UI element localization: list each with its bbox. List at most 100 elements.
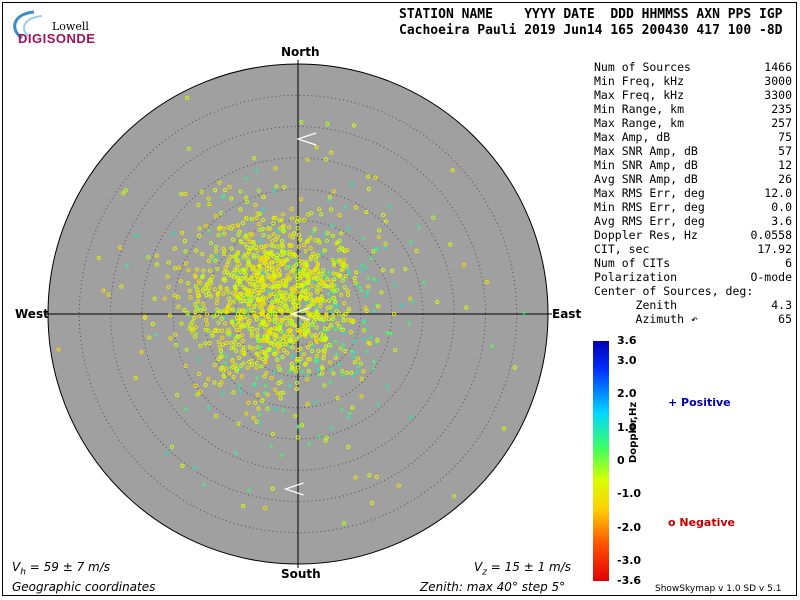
negative-point bbox=[281, 261, 286, 266]
param-value: 257 bbox=[771, 116, 792, 130]
negative-point bbox=[252, 288, 257, 294]
negative-point bbox=[277, 280, 283, 285]
negative-point bbox=[332, 299, 338, 304]
negative-point bbox=[150, 321, 155, 327]
negative-point bbox=[219, 354, 224, 359]
negative-point bbox=[257, 227, 262, 232]
negative-point bbox=[186, 281, 191, 286]
negative-point bbox=[254, 360, 259, 366]
negative-point bbox=[331, 271, 336, 276]
negative-point bbox=[259, 275, 265, 280]
negative-point bbox=[295, 226, 300, 231]
negative-point bbox=[166, 284, 171, 290]
negative-point bbox=[194, 248, 199, 253]
negative-point bbox=[263, 259, 268, 265]
negative-point bbox=[289, 320, 294, 325]
negative-point bbox=[364, 308, 369, 314]
negative-point bbox=[299, 120, 304, 125]
negative-point bbox=[244, 253, 249, 258]
version-text: ShowSkymap v 1.0 SD v 5.1 bbox=[655, 584, 782, 594]
negative-point bbox=[320, 364, 325, 370]
negative-point bbox=[461, 262, 467, 268]
negative-point bbox=[338, 346, 343, 351]
negative-point bbox=[303, 329, 308, 334]
negative-point bbox=[248, 298, 253, 304]
positive-point bbox=[263, 383, 268, 388]
positive-point bbox=[313, 400, 318, 405]
negative-point bbox=[391, 311, 397, 317]
negative-point bbox=[354, 270, 359, 275]
positive-point bbox=[333, 283, 338, 288]
colorbar-tick-label: -1.0 bbox=[617, 487, 642, 501]
negative-point bbox=[261, 301, 266, 306]
negative-point bbox=[215, 307, 220, 312]
negative-point bbox=[269, 285, 275, 290]
param-label: Doppler Res, Hz bbox=[594, 228, 698, 242]
negative-point bbox=[311, 319, 317, 324]
negative-point bbox=[238, 239, 244, 245]
negative-point bbox=[327, 195, 332, 200]
negative-point bbox=[319, 212, 324, 217]
negative-point bbox=[225, 309, 230, 314]
negative-point bbox=[162, 296, 167, 301]
negative-point bbox=[239, 333, 244, 338]
positive-point bbox=[244, 176, 249, 181]
positive-point bbox=[238, 388, 243, 393]
negative-point bbox=[183, 261, 189, 266]
negative-point bbox=[236, 261, 242, 267]
positive-point bbox=[246, 312, 251, 317]
negative-point bbox=[205, 281, 210, 286]
negative-point bbox=[240, 338, 245, 343]
positive-point bbox=[359, 288, 364, 293]
positive-point bbox=[399, 303, 404, 308]
negative-point bbox=[361, 369, 366, 374]
positive-point bbox=[361, 320, 366, 325]
negative-point bbox=[243, 242, 248, 247]
positive-point bbox=[346, 271, 351, 276]
negative-point bbox=[168, 336, 173, 341]
param-value: 3300 bbox=[764, 88, 792, 102]
negative-point bbox=[216, 290, 221, 296]
negative-point bbox=[309, 211, 314, 216]
header-columns: STATION NAME YYYY DATE DDD HHMMSS AXN PP… bbox=[399, 7, 783, 22]
negative-point bbox=[185, 310, 190, 315]
negative-point bbox=[353, 475, 358, 480]
negative-point bbox=[227, 330, 232, 335]
negative-point bbox=[312, 314, 317, 320]
negative-point bbox=[254, 215, 259, 221]
negative-point bbox=[244, 411, 249, 416]
positive-point bbox=[364, 293, 369, 298]
negative-point bbox=[450, 168, 455, 173]
positive-point bbox=[311, 230, 316, 235]
negative-point bbox=[234, 258, 239, 263]
negative-point bbox=[501, 426, 507, 431]
positive-point bbox=[219, 310, 224, 315]
negative-point bbox=[303, 288, 308, 293]
negative-point bbox=[252, 283, 257, 288]
positive-point bbox=[206, 405, 211, 410]
positive-point bbox=[220, 391, 225, 396]
negative-point bbox=[306, 369, 311, 374]
negative-point bbox=[310, 271, 315, 276]
negative-point bbox=[301, 352, 306, 357]
negative-point bbox=[383, 241, 388, 246]
param-row: Azimuth ↶ 65 bbox=[594, 312, 792, 326]
negative-point bbox=[226, 258, 231, 264]
positive-point bbox=[252, 383, 257, 388]
negative-point bbox=[234, 348, 239, 353]
negative-point bbox=[286, 297, 291, 302]
negative-point bbox=[312, 275, 317, 280]
negative-point bbox=[271, 232, 276, 237]
negative-point bbox=[276, 345, 281, 350]
param-label: Max Amp, dB bbox=[594, 130, 671, 144]
vz-readout: Vz = 15 ± 1 m/s bbox=[474, 560, 572, 578]
negative-point bbox=[167, 313, 173, 318]
negative-point bbox=[218, 354, 223, 359]
negative-point bbox=[123, 188, 128, 193]
negative-point bbox=[346, 444, 351, 450]
negative-point bbox=[275, 391, 280, 396]
positive-point bbox=[317, 373, 322, 378]
negative-point bbox=[318, 271, 323, 276]
negative-point bbox=[310, 283, 315, 288]
positive-point bbox=[316, 434, 321, 439]
